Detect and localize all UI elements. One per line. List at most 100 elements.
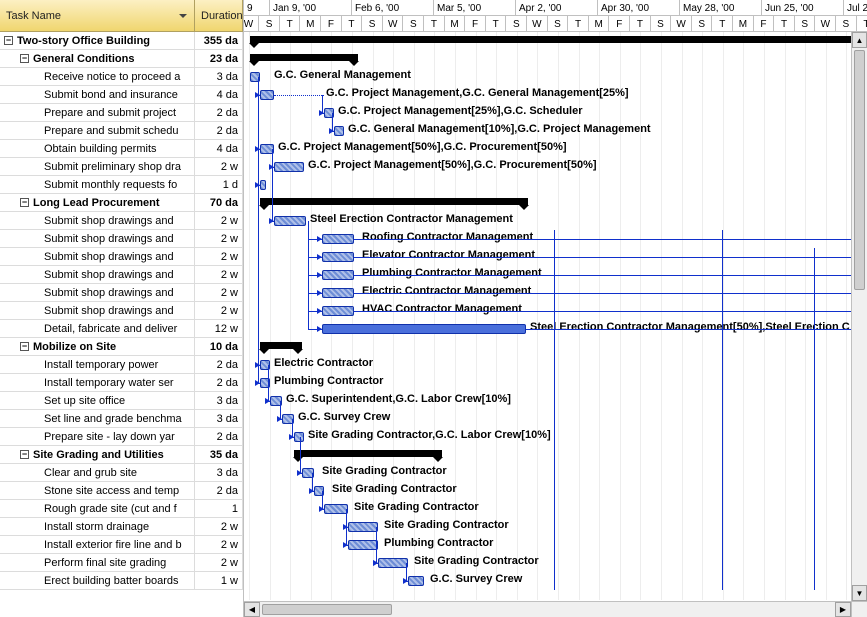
gantt-row[interactable]: Site Grading Contractor,G.C. Labor Crew[…: [244, 428, 867, 446]
scroll-thumb-h[interactable]: [262, 604, 392, 615]
task-bar[interactable]: [378, 558, 408, 568]
task-name-cell[interactable]: Stone site access and temp: [0, 482, 195, 499]
table-row[interactable]: Submit shop drawings and2 w: [0, 230, 243, 248]
table-row[interactable]: Submit shop drawings and2 w: [0, 284, 243, 302]
task-bar[interactable]: [322, 324, 526, 334]
task-name-cell[interactable]: Submit preliminary shop dra: [0, 158, 195, 175]
col-duration[interactable]: Duration: [195, 0, 243, 31]
table-row[interactable]: Submit monthly requests fo1 d: [0, 176, 243, 194]
gantt-row[interactable]: Plumbing Contractor: [244, 536, 867, 554]
task-bar[interactable]: [322, 270, 354, 280]
gantt-row[interactable]: G.C. General Management[10%],G.C. Projec…: [244, 122, 867, 140]
scroll-up-button[interactable]: ▲: [852, 32, 867, 48]
task-name-cell[interactable]: −Mobilize on Site: [0, 338, 195, 355]
gantt-row[interactable]: Site Grading Contractor: [244, 464, 867, 482]
chevron-down-icon[interactable]: [176, 9, 190, 23]
table-row[interactable]: Rough grade site (cut and f1: [0, 500, 243, 518]
table-row[interactable]: Install temporary water ser2 da: [0, 374, 243, 392]
task-name-cell[interactable]: Erect building batter boards: [0, 572, 195, 589]
table-row[interactable]: Install storm drainage2 w: [0, 518, 243, 536]
task-name-cell[interactable]: Prepare and submit project: [0, 104, 195, 121]
table-row[interactable]: Submit bond and insurance4 da: [0, 86, 243, 104]
task-bar[interactable]: [408, 576, 424, 586]
gantt-row[interactable]: Steel Erection Contractor Management: [244, 212, 867, 230]
table-row[interactable]: Set up site office3 da: [0, 392, 243, 410]
table-row[interactable]: Detail, fabricate and deliver12 w: [0, 320, 243, 338]
task-name-cell[interactable]: Submit shop drawings and: [0, 266, 195, 283]
summary-bar[interactable]: [250, 54, 358, 61]
table-row[interactable]: −General Conditions23 da: [0, 50, 243, 68]
scroll-right-button[interactable]: ▶: [835, 602, 851, 617]
task-name-cell[interactable]: Submit monthly requests fo: [0, 176, 195, 193]
table-row[interactable]: −Mobilize on Site10 da: [0, 338, 243, 356]
task-bar[interactable]: [294, 432, 304, 442]
task-bar[interactable]: [322, 288, 354, 298]
table-row[interactable]: Submit preliminary shop dra2 w: [0, 158, 243, 176]
table-row[interactable]: Clear and grub site3 da: [0, 464, 243, 482]
task-name-cell[interactable]: Submit shop drawings and: [0, 230, 195, 247]
task-name-cell[interactable]: Receive notice to proceed a: [0, 68, 195, 85]
task-name-cell[interactable]: Submit bond and insurance: [0, 86, 195, 103]
task-bar[interactable]: [260, 180, 266, 190]
table-row[interactable]: −Two-story Office Building355 da: [0, 32, 243, 50]
table-row[interactable]: −Site Grading and Utilities35 da: [0, 446, 243, 464]
gantt-row[interactable]: G.C. Project Management[50%],G.C. Procur…: [244, 158, 867, 176]
task-name-cell[interactable]: Set line and grade benchma: [0, 410, 195, 427]
table-row[interactable]: Set line and grade benchma3 da: [0, 410, 243, 428]
gantt-row[interactable]: Plumbing Contractor: [244, 374, 867, 392]
collapse-icon[interactable]: −: [20, 54, 29, 63]
collapse-icon[interactable]: −: [20, 198, 29, 207]
scrollbar-horizontal[interactable]: ◀ ▶: [244, 601, 851, 617]
table-row[interactable]: Prepare and submit project2 da: [0, 104, 243, 122]
table-row[interactable]: Perform final site grading2 w: [0, 554, 243, 572]
gantt-row[interactable]: G.C. General Management: [244, 68, 867, 86]
task-name-cell[interactable]: Install exterior fire line and b: [0, 536, 195, 553]
task-bar[interactable]: [260, 90, 274, 100]
gantt-row[interactable]: [244, 50, 867, 68]
gantt-row[interactable]: Site Grading Contractor: [244, 482, 867, 500]
table-row[interactable]: Install temporary power2 da: [0, 356, 243, 374]
table-row[interactable]: Install exterior fire line and b2 w: [0, 536, 243, 554]
task-bar[interactable]: [274, 162, 304, 172]
gantt-row[interactable]: G.C. Project Management[25%],G.C. Schedu…: [244, 104, 867, 122]
task-name-cell[interactable]: Submit shop drawings and: [0, 284, 195, 301]
task-name-cell[interactable]: Submit shop drawings and: [0, 212, 195, 229]
task-name-cell[interactable]: Prepare and submit schedu: [0, 122, 195, 139]
table-row[interactable]: Receive notice to proceed a3 da: [0, 68, 243, 86]
task-name-cell[interactable]: −General Conditions: [0, 50, 195, 67]
task-bar[interactable]: [322, 306, 354, 316]
scroll-down-button[interactable]: ▼: [852, 585, 867, 601]
gantt-row[interactable]: G.C. Survey Crew: [244, 410, 867, 428]
gantt-row[interactable]: [244, 446, 867, 464]
task-bar[interactable]: [274, 216, 306, 226]
task-name-cell[interactable]: Detail, fabricate and deliver: [0, 320, 195, 337]
gantt-row[interactable]: Electric Contractor: [244, 356, 867, 374]
task-bar[interactable]: [348, 522, 378, 532]
summary-bar[interactable]: [260, 198, 528, 205]
gantt-row[interactable]: Site Grading Contractor: [244, 554, 867, 572]
task-name-cell[interactable]: −Site Grading and Utilities: [0, 446, 195, 463]
task-bar[interactable]: [322, 252, 354, 262]
gantt-row[interactable]: [244, 194, 867, 212]
task-name-cell[interactable]: −Two-story Office Building: [0, 32, 195, 49]
task-name-cell[interactable]: Install storm drainage: [0, 518, 195, 535]
task-name-cell[interactable]: Submit shop drawings and: [0, 302, 195, 319]
collapse-icon[interactable]: −: [20, 450, 29, 459]
task-name-cell[interactable]: Obtain building permits: [0, 140, 195, 157]
gantt-chart[interactable]: G.C. General ManagementG.C. Project Mana…: [244, 32, 867, 600]
gantt-row[interactable]: G.C. Survey Crew: [244, 572, 867, 590]
scrollbar-vertical[interactable]: ▲ ▼: [851, 32, 867, 601]
task-name-cell[interactable]: Prepare site - lay down yar: [0, 428, 195, 445]
gantt-row[interactable]: G.C. Project Management,G.C. General Man…: [244, 86, 867, 104]
table-row[interactable]: Submit shop drawings and2 w: [0, 248, 243, 266]
table-row[interactable]: Prepare site - lay down yar2 da: [0, 428, 243, 446]
gantt-row[interactable]: G.C. Project Management[50%],G.C. Procur…: [244, 140, 867, 158]
gantt-row[interactable]: Site Grading Contractor: [244, 500, 867, 518]
table-row[interactable]: Submit shop drawings and2 w: [0, 266, 243, 284]
collapse-icon[interactable]: −: [4, 36, 13, 45]
summary-bar[interactable]: [294, 450, 442, 457]
task-name-cell[interactable]: Install temporary power: [0, 356, 195, 373]
gantt-row[interactable]: [244, 32, 867, 50]
task-name-cell[interactable]: Install temporary water ser: [0, 374, 195, 391]
task-name-cell[interactable]: Rough grade site (cut and f: [0, 500, 195, 517]
